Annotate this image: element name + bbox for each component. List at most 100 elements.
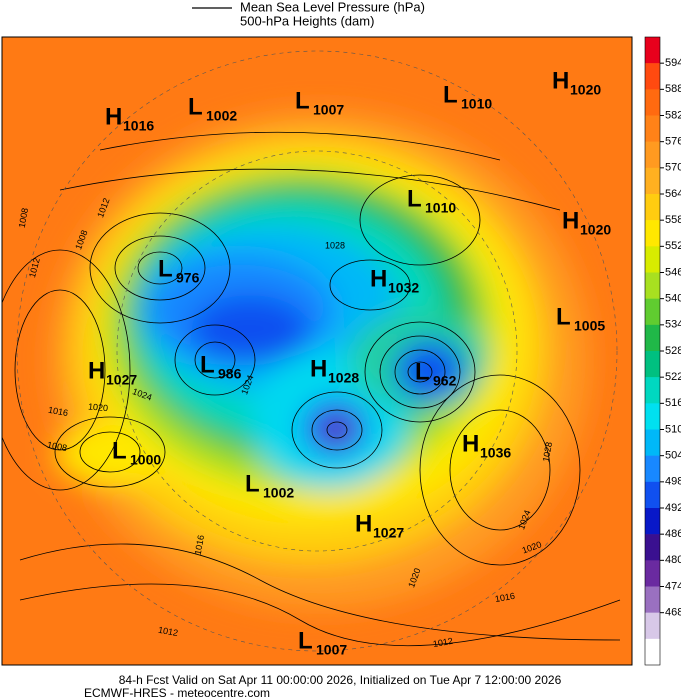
center-value: 1002 xyxy=(263,485,294,501)
colorbar-band xyxy=(645,194,660,221)
colorbar-band xyxy=(645,167,660,195)
center-value: 1010 xyxy=(425,200,456,216)
center-letter: H xyxy=(88,357,105,384)
center-value: 1027 xyxy=(106,372,137,388)
colorbar-label: 486 xyxy=(665,528,681,540)
colorbar-label: 552 xyxy=(665,240,681,252)
colorbar-band xyxy=(645,638,660,666)
center-letter: L xyxy=(298,627,313,654)
footer-valid: 84-h Fcst Valid on Sat Apr 11 00:00:00 2… xyxy=(119,673,562,687)
colorbar-band xyxy=(645,429,660,456)
colorbar-band xyxy=(645,508,660,535)
colorbar-label: 492 xyxy=(665,502,681,514)
colorbar-band xyxy=(645,351,660,378)
center-letter: L xyxy=(188,93,203,120)
center-value: 976 xyxy=(176,270,200,286)
colorbar-band xyxy=(645,89,660,116)
center-value: 1002 xyxy=(206,108,237,124)
center-letter: L xyxy=(158,255,173,282)
colorbar-label: 474 xyxy=(665,580,681,592)
colorbar-band xyxy=(645,141,660,169)
colorbar-label: 510 xyxy=(665,423,681,435)
center-letter: H xyxy=(105,103,122,130)
center-value: 1005 xyxy=(574,318,605,334)
legend-heights: 500-hPa Heights (dam) xyxy=(240,13,374,28)
center-value: 1007 xyxy=(316,642,347,658)
colorbar-band xyxy=(645,534,660,561)
colorbar-label: 522 xyxy=(665,371,681,383)
colorbar-band xyxy=(645,586,660,613)
center-value: 1028 xyxy=(328,370,359,386)
contour-label: 1016 xyxy=(494,591,515,604)
colorbar-label: 564 xyxy=(665,188,681,200)
center-letter: L xyxy=(245,470,260,497)
colorbar-band xyxy=(645,37,660,64)
center-letter: L xyxy=(200,351,215,378)
colorbar-label: 480 xyxy=(665,554,681,566)
center-letter: H xyxy=(370,265,387,292)
map-frame xyxy=(1,36,633,666)
center-letter: H xyxy=(462,430,479,457)
center-value: 1007 xyxy=(313,102,344,118)
contour-label: 1012 xyxy=(432,636,453,649)
contour-label: 1008 xyxy=(17,207,30,228)
contour-label: 1016 xyxy=(47,405,68,418)
colorbar-band xyxy=(645,377,660,404)
colorbar-label: 528 xyxy=(665,345,681,357)
colorbar-label: 588 xyxy=(665,83,681,95)
colorbar-label: 594 xyxy=(665,57,681,69)
colorbar-label: 582 xyxy=(665,109,681,121)
colorbar-band xyxy=(645,612,660,640)
colorbar-label: 570 xyxy=(665,162,681,174)
colorbar-band xyxy=(645,403,660,430)
center-letter: H xyxy=(552,67,569,94)
contour-label: 1020 xyxy=(88,402,109,414)
contour-label: 1012 xyxy=(157,625,178,638)
center-letter: L xyxy=(415,358,430,385)
latitude-circle xyxy=(16,50,618,652)
center-letter: L xyxy=(112,437,127,464)
center-value: 1016 xyxy=(123,118,154,134)
colorbar-label: 540 xyxy=(665,293,681,305)
colorbar-band xyxy=(645,63,660,90)
center-letter: L xyxy=(443,81,458,108)
center-letter: H xyxy=(310,355,327,382)
latitude-circle xyxy=(116,150,518,552)
center-letter: H xyxy=(562,207,579,234)
isobars xyxy=(2,131,621,647)
center-value: 1036 xyxy=(480,445,511,461)
colorbar-label: 534 xyxy=(665,319,681,331)
height-field xyxy=(50,110,590,610)
colorbar-band xyxy=(645,272,660,299)
map xyxy=(2,37,632,665)
center-value: 1032 xyxy=(388,280,419,296)
contour-label: 1028 xyxy=(325,240,345,250)
center-letter: L xyxy=(407,185,422,212)
colorbar-label: 558 xyxy=(665,214,681,226)
colorbar-label: 468 xyxy=(665,607,681,619)
colorbar-band xyxy=(645,560,660,587)
center-value: 1020 xyxy=(570,82,601,98)
legend-pressure: Mean Sea Level Pressure (hPa) xyxy=(240,0,425,14)
colorbar-band xyxy=(645,455,660,483)
colorbar-band xyxy=(645,115,660,142)
colorbar-band xyxy=(645,481,660,509)
center-letter: H xyxy=(355,510,372,537)
contour-label: 1028 xyxy=(541,441,554,462)
center-letter: L xyxy=(556,303,571,330)
center-value: 986 xyxy=(218,366,242,382)
colorbar-label: 516 xyxy=(665,397,681,409)
center-value: 1010 xyxy=(461,96,492,112)
colorbar-band xyxy=(645,298,660,326)
center-value: 1000 xyxy=(130,452,161,468)
center-value: 1027 xyxy=(373,525,404,541)
colorbar-band xyxy=(645,324,660,352)
center-value: 1020 xyxy=(580,222,611,238)
colorbar-label: 498 xyxy=(665,476,681,488)
contour-label: 1008 xyxy=(46,440,67,453)
center-letter: L xyxy=(295,87,310,114)
colorbar-band xyxy=(645,246,660,273)
colorbar-label: 576 xyxy=(665,136,681,148)
